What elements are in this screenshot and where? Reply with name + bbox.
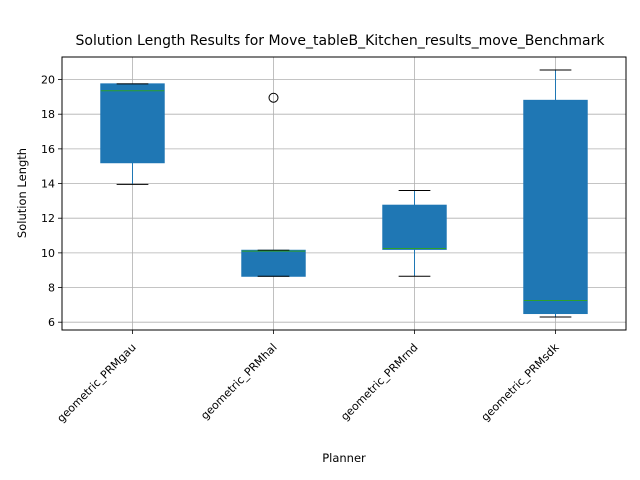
x-axis-label: Planner	[322, 451, 366, 465]
box-group	[382, 189, 447, 277]
box-group	[523, 69, 588, 318]
box	[241, 249, 306, 277]
box	[100, 83, 165, 164]
y-tick-label: 18	[41, 108, 55, 121]
plot-frame	[61, 56, 627, 331]
box-group	[241, 92, 306, 277]
chart-title: Solution Length Results for Move_tableB_…	[76, 33, 606, 49]
y-tick-label: 8	[48, 282, 55, 295]
x-tick-label: geometric_PRMrnd	[338, 341, 420, 423]
x-tick-label: geometric_PRMhal	[198, 341, 279, 422]
box	[523, 99, 588, 315]
boxes	[100, 69, 588, 318]
y-tick-label: 12	[41, 212, 55, 225]
box	[382, 204, 447, 250]
x-tick-label: geometric_PRMgau	[55, 341, 139, 425]
y-tick-label: 6	[48, 316, 55, 329]
x-axis: geometric_PRMgau geometric_PRMhal geometri…	[55, 330, 562, 425]
y-tick-label: 20	[41, 74, 55, 87]
y-tick-label: 14	[41, 178, 55, 191]
y-axis: 6 8 10 12 14 16 18 20	[41, 74, 62, 329]
outlier-point	[268, 92, 279, 103]
x-tick-label: geometric_PRMsdk	[479, 340, 562, 423]
box-group	[100, 83, 165, 185]
y-axis-label: Solution Length	[15, 148, 29, 238]
y-tick-label: 16	[41, 143, 55, 156]
y-tick-label: 10	[41, 247, 55, 260]
